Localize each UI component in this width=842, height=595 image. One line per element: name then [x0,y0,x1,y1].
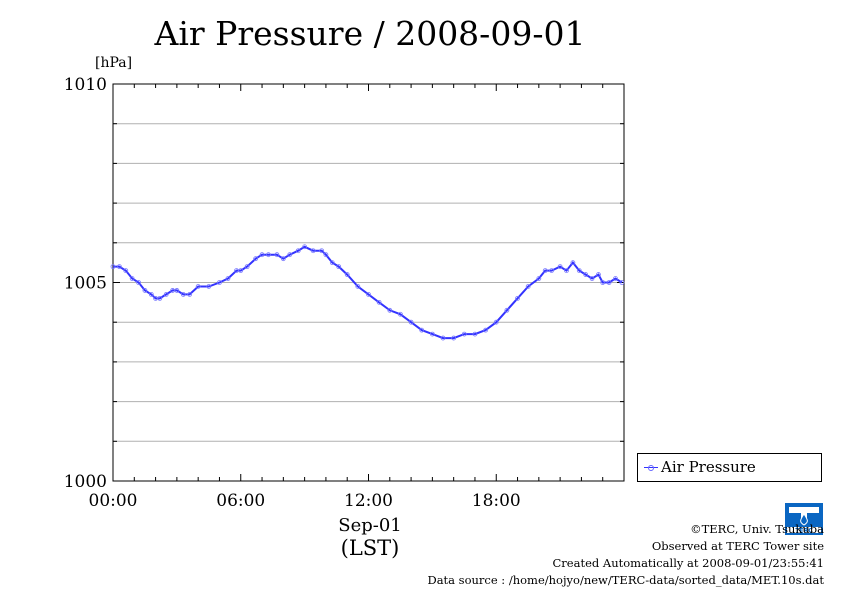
terc-logo-icon: TERC [785,503,823,535]
data-point [274,252,280,258]
data-point [596,272,601,277]
data-point [195,284,201,289]
credit-observed: Observed at TERC Tower site [651,539,824,553]
data-point [525,284,531,289]
legend-label: Air Pressure [661,458,756,476]
data-point [440,335,446,341]
data-point [142,288,148,293]
data-point [174,288,180,293]
data-point [613,276,618,281]
data-point [600,280,606,285]
data-point [570,260,576,266]
data-point [387,307,393,313]
data-point [461,331,467,337]
data-point [116,264,122,270]
data-point [157,295,163,301]
data-point [180,292,186,297]
y-axis-unit-label: [hPa] [95,55,133,71]
data-point [163,292,169,297]
data-point [606,280,612,285]
series-line [113,245,623,340]
data-point [515,295,520,301]
data-point [483,327,489,333]
data-point [329,260,335,266]
chart-title: Air Pressure / 2008-09-01 [154,14,586,53]
data-point [110,264,116,270]
credits-block: ©TERC, Univ. Tsukuba Observed at TERC To… [427,521,824,589]
logo-text: TERC [795,527,813,534]
x-tick-label: 18:00 [472,491,521,511]
data-point [238,268,244,273]
data-point [576,268,582,273]
y-tick-label: 1000 [64,472,107,492]
data-point [398,311,403,317]
credit-created: Created Automatically at 2008-09-01/23:5… [552,556,825,570]
x-axis-timezone-label: (LST) [340,536,400,560]
data-point [542,268,548,273]
data-point [302,244,308,250]
data-point [187,292,193,297]
data-point [429,331,435,337]
data-point [504,307,510,313]
data-point [451,335,457,341]
data-point [564,268,569,273]
data-point [536,276,542,281]
data-point [408,319,414,325]
data-point [310,248,316,254]
credit-source: Data source : /home/hojyo/new/TERC-data/… [427,573,824,587]
data-point [206,284,212,289]
data-point [619,280,625,285]
data-point [129,276,135,281]
legend-swatch [644,465,658,471]
data-point [123,268,129,273]
data-point [557,264,563,270]
data-point [148,292,154,297]
data-point [225,276,231,281]
data-point [419,327,425,333]
y-tick-label: 1005 [64,274,107,294]
data-point [493,319,499,325]
data-point [376,299,382,305]
x-axis-date-label: Sep-01 [338,515,402,536]
data-point [472,331,478,337]
data-point [217,280,222,285]
data-point [319,248,325,254]
data-point [136,280,141,285]
data-point [259,252,265,258]
credit-copyright: ©TERC, Univ. Tsukuba [690,522,824,536]
data-point [336,264,342,270]
data-point [549,268,555,273]
legend: Air Pressure [637,453,822,482]
data-point [366,292,371,297]
y-tick-label: 1010 [64,75,107,95]
data-point [253,256,259,262]
x-tick-label: 06:00 [216,491,265,511]
data-point [589,276,595,281]
data-point [280,256,286,262]
x-tick-label: 00:00 [89,491,138,511]
data-point [583,272,589,277]
data-point [287,252,293,258]
data-point [295,248,301,254]
data-point [323,252,329,258]
data-point [344,272,350,277]
data-point [244,264,250,270]
data-point [355,284,361,289]
data-point [266,252,271,258]
x-tick-label: 12:00 [344,491,393,511]
